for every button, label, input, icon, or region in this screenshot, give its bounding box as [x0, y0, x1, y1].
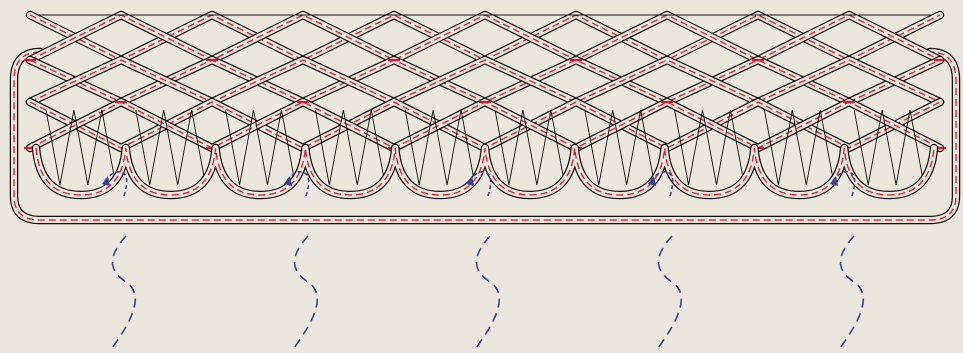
- hatch-lines: [135, 109, 207, 186]
- hatch-lines: [674, 109, 745, 186]
- lattice: [24, 10, 946, 153]
- hatch-lines: [584, 109, 656, 186]
- hatch-lines: [314, 109, 386, 186]
- return-arrow: [831, 171, 856, 197]
- lattice-strand-b-1-centerline: [29, 59, 941, 103]
- flow-line: [657, 235, 682, 349]
- flow-line: [111, 235, 136, 349]
- hatch-lines: [763, 109, 835, 186]
- flow-lines: [111, 235, 864, 349]
- return-arrowhead: [284, 176, 292, 186]
- return-arrowhead: [830, 176, 838, 186]
- return-arrow: [649, 171, 674, 197]
- return-arrow: [103, 171, 128, 197]
- flow-line: [475, 235, 500, 349]
- scallop-centerline: [35, 147, 935, 196]
- return-arrow: [467, 171, 492, 197]
- return-arrowhead: [102, 176, 110, 186]
- hatch-lines: [225, 109, 296, 186]
- scallop-row: [31, 143, 939, 200]
- hatch-lines: [853, 109, 925, 186]
- outer-frame: [9, 47, 961, 225]
- hatch-lines: [404, 109, 476, 186]
- hatch-lines: [45, 109, 117, 186]
- flow-line: [293, 235, 318, 349]
- return-arrows: [102, 171, 856, 197]
- scallop-fill: [33, 145, 937, 198]
- flow-line: [839, 235, 864, 349]
- hatch-lines: [494, 109, 566, 186]
- hatching: [45, 109, 925, 186]
- return-arrow: [285, 171, 310, 197]
- return-arrowhead: [648, 176, 656, 186]
- frame-centerline: [13, 51, 957, 221]
- return-arrowhead: [466, 176, 474, 186]
